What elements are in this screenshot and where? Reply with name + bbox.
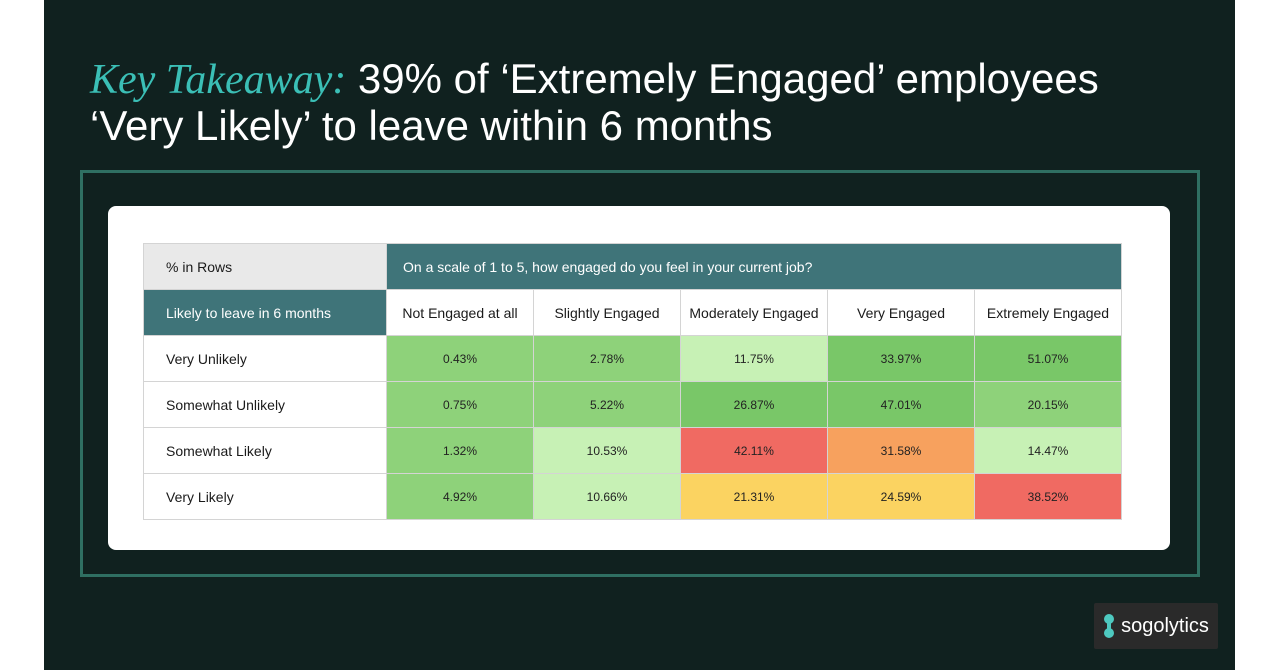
row-label: Very Unlikely: [143, 335, 387, 382]
heatmap-cell: 33.97%: [827, 335, 975, 382]
table-card: % in Rows On a scale of 1 to 5, how enga…: [108, 206, 1170, 550]
heatmap-cell: 14.47%: [974, 427, 1122, 474]
table-row: Very Likely 4.92% 10.66% 21.31% 24.59% 38.52%: [143, 473, 1122, 520]
heatmap-cell: 5.22%: [533, 381, 681, 428]
heatmap-cell: 31.58%: [827, 427, 975, 474]
heatmap-cell: 20.15%: [974, 381, 1122, 428]
row-label: Somewhat Likely: [143, 427, 387, 474]
table-frame: [80, 170, 1200, 577]
heatmap-cell: 42.11%: [680, 427, 828, 474]
header-row-columns: Likely to leave in 6 months Not Engaged …: [143, 289, 1122, 336]
column-question: On a scale of 1 to 5, how engaged do you…: [386, 243, 1122, 290]
corner-label: % in Rows: [143, 243, 387, 290]
sogolytics-logo-icon: [1104, 614, 1115, 638]
heatmap-cell: 47.01%: [827, 381, 975, 428]
table-row: Somewhat Unlikely 0.75% 5.22% 26.87% 47.01% 2…: [143, 381, 1122, 428]
row-label: Somewhat Unlikely: [143, 381, 387, 428]
brand-name: sogolytics: [1121, 614, 1209, 637]
heatmap-cell: 0.75%: [386, 381, 534, 428]
headline: Key Takeaway: 39% of ‘Extremely Engaged’…: [90, 56, 1210, 149]
headline-line2: ‘Very Likely’ to leave within 6 months: [90, 102, 773, 149]
heatmap-body: Very Unlikely 0.43% 2.78% 11.75% 33.97% 51.07…: [143, 335, 1122, 520]
column-header: Not Engaged at all: [386, 289, 534, 336]
row-label: Very Likely: [143, 473, 387, 520]
column-header: Moderately Engaged: [680, 289, 828, 336]
table-row: Somewhat Likely 1.32% 10.53% 42.11% 31.58% 14…: [143, 427, 1122, 474]
heatmap-cell: 24.59%: [827, 473, 975, 520]
heatmap-cell: 21.31%: [680, 473, 828, 520]
column-header: Very Engaged: [827, 289, 975, 336]
row-title: Likely to leave in 6 months: [143, 289, 387, 336]
heatmap-cell: 0.43%: [386, 335, 534, 382]
heatmap-cell: 4.92%: [386, 473, 534, 520]
canvas: Key Takeaway: 39% of ‘Extremely Engaged’…: [44, 0, 1235, 670]
table-row: Very Unlikely 0.43% 2.78% 11.75% 33.97% 51.07…: [143, 335, 1122, 382]
column-header: Slightly Engaged: [533, 289, 681, 336]
heatmap-cell: 38.52%: [974, 473, 1122, 520]
heatmap-cell: 2.78%: [533, 335, 681, 382]
heatmap-cell: 26.87%: [680, 381, 828, 428]
headline-line1: 39% of ‘Extremely Engaged’ employees: [357, 55, 1099, 102]
key-takeaway-label: Key Takeaway:: [90, 57, 347, 103]
brand-logo: sogolytics: [1094, 603, 1218, 649]
heatmap-cell: 1.32%: [386, 427, 534, 474]
column-header: Extremely Engaged: [974, 289, 1122, 336]
heatmap-table: % in Rows On a scale of 1 to 5, how enga…: [143, 243, 1122, 520]
header-row-question: % in Rows On a scale of 1 to 5, how enga…: [143, 243, 1122, 290]
heatmap-cell: 51.07%: [974, 335, 1122, 382]
heatmap-cell: 10.53%: [533, 427, 681, 474]
heatmap-cell: 11.75%: [680, 335, 828, 382]
heatmap-cell: 10.66%: [533, 473, 681, 520]
